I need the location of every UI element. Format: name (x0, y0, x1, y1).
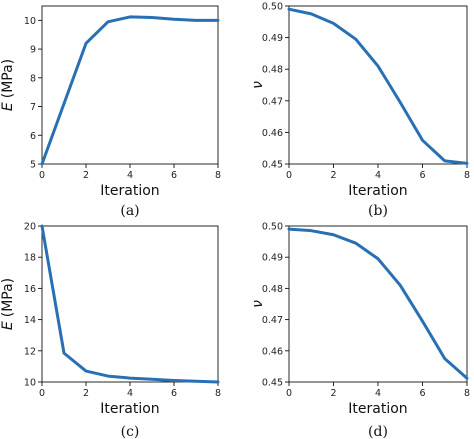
x-tick-label: 2 (330, 388, 336, 399)
series-line (287, 227, 469, 380)
y-axis-label: E (MPa) (0, 59, 16, 111)
panel-b: 0 2 4 6 8 0.45 0.46 0.47 0.48 0.49 0.50 Iteration ν (… (250, 2, 470, 220)
y-axis-symbol: E (0, 102, 16, 111)
plot-frame (41, 5, 219, 165)
x-tick-label: 8 (464, 388, 470, 399)
series-line (287, 7, 469, 165)
y-tick-label: 0.45 (262, 160, 283, 171)
y-axis-symbol: ν (250, 81, 266, 89)
y-tick-label: 8 (30, 73, 36, 84)
panel-a: 0 2 4 6 8 5 6 7 8 9 10 Iteration E (MPa) (a) (0, 5, 221, 219)
x-tick-label: 4 (375, 388, 381, 399)
panel-c: 0 2 4 6 8 10 12 14 16 18 20 Iteration E (MPa) (c) (0, 222, 221, 439)
y-tick-label: 16 (24, 284, 36, 295)
x-axis-label: Iteration (348, 183, 407, 199)
y-tick-label: 14 (24, 315, 36, 326)
series-line (40, 224, 220, 384)
x-tick-label: 6 (171, 388, 177, 399)
y-tick-label: 10 (24, 16, 36, 27)
panel-d: 0 2 4 6 8 0.45 0.46 0.47 0.48 0.49 0.50 Iteration ν (… (250, 222, 470, 439)
y-tick-label: 0.45 (262, 378, 283, 389)
y-tick-label: 18 (24, 253, 36, 264)
y-axis-unit: (MPa) (0, 59, 16, 98)
x-tick-label: 2 (83, 170, 89, 181)
plot-frame (288, 5, 468, 165)
y-axis-unit: (MPa) (0, 278, 16, 317)
x-tick-label: 0 (39, 388, 45, 399)
x-tick-label: 6 (419, 170, 425, 181)
y-tick-label: 0.48 (262, 65, 283, 76)
panel-caption: (b) (368, 203, 388, 219)
y-tick-label: 0.50 (262, 222, 283, 233)
x-tick-label: 4 (127, 170, 133, 181)
y-tick-label: 0.49 (262, 253, 283, 264)
x-tick-label: 4 (127, 388, 133, 399)
panel-caption: (a) (120, 203, 139, 219)
panel-caption: (c) (121, 424, 140, 439)
y-tick-label: 5 (30, 160, 36, 171)
y-tick-label: 20 (24, 222, 36, 233)
y-tick-label: 6 (30, 131, 36, 142)
y-tick-label: 0.46 (262, 346, 283, 357)
x-tick-label: 8 (215, 388, 221, 399)
x-axis-label: Iteration (348, 401, 407, 417)
x-tick-label: 0 (286, 388, 292, 399)
y-tick-label: 0.47 (262, 315, 283, 326)
y-tick-label: 0.49 (262, 33, 283, 44)
y-axis-label: ν (250, 300, 266, 308)
x-tick-label: 0 (286, 170, 292, 181)
y-axis-symbol: ν (250, 300, 266, 308)
x-axis-label: Iteration (100, 183, 159, 199)
x-tick-label: 8 (215, 170, 221, 181)
plot-frame (288, 225, 468, 383)
y-tick-label: 7 (30, 102, 36, 113)
x-tick-label: 8 (464, 170, 470, 181)
y-tick-label: 12 (24, 346, 36, 357)
series-line (40, 15, 220, 166)
x-tick-label: 6 (171, 170, 177, 181)
y-tick-label: 9 (30, 45, 36, 56)
y-tick-label: 0.46 (262, 128, 283, 139)
x-tick-label: 2 (330, 170, 336, 181)
y-axis-label: E (MPa) (0, 278, 16, 330)
y-axis-symbol: E (0, 321, 16, 330)
panel-caption: (d) (368, 424, 388, 439)
y-axis-label: ν (250, 81, 266, 89)
x-tick-label: 0 (39, 170, 45, 181)
x-tick-label: 2 (83, 388, 89, 399)
x-axis-label: Iteration (100, 401, 159, 417)
y-tick-label: 0.50 (262, 2, 283, 13)
y-tick-label: 0.48 (262, 284, 283, 295)
x-tick-label: 4 (375, 170, 381, 181)
y-tick-label: 10 (24, 378, 36, 389)
y-tick-label: 0.47 (262, 96, 283, 107)
x-tick-label: 6 (419, 388, 425, 399)
